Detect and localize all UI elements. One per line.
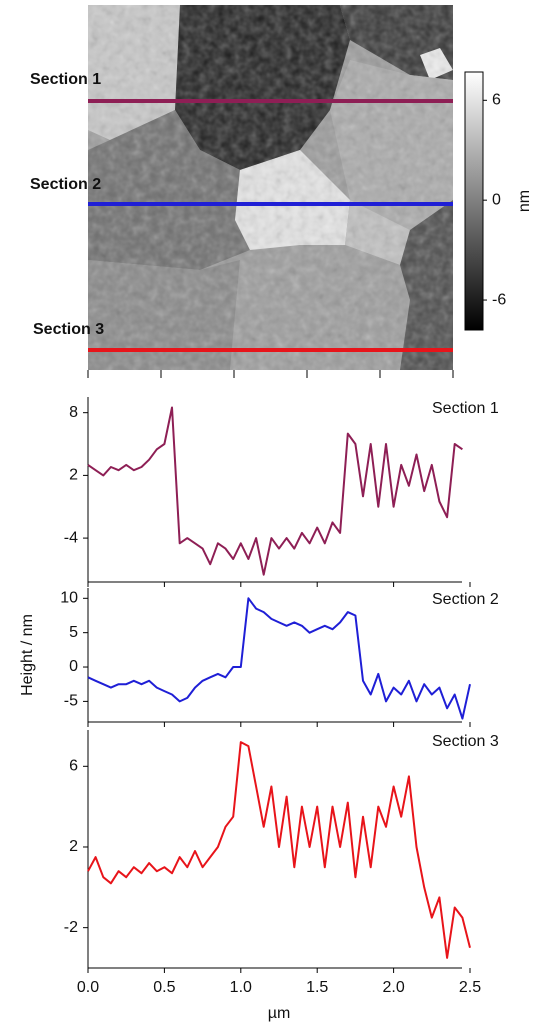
panel-title: Section 3 [432, 733, 499, 750]
section-label: Section 1 [30, 71, 101, 88]
line [87, 406, 463, 576]
colorbar-tick-label: 0 [492, 191, 501, 208]
x-tick-label: 2.0 [382, 979, 404, 996]
x-tick-label: 0.5 [153, 979, 175, 996]
section-label: Section 3 [33, 321, 104, 338]
y-tick-label: 8 [69, 404, 78, 421]
y-tick-label: 5 [69, 624, 78, 641]
x-tick-label: 1.5 [306, 979, 328, 996]
colorbar [464, 71, 484, 331]
x-axis-label: µm [268, 1005, 291, 1022]
colorbar-tick-label: 6 [492, 92, 501, 109]
y-tick-label: 6 [69, 758, 78, 775]
y-tick-label: -2 [64, 919, 78, 936]
y-tick-label: -5 [64, 693, 78, 710]
y-tick-label: 0 [69, 658, 78, 675]
y-axis-label: Height / nm [19, 614, 36, 696]
colorbar-tick-label: -6 [492, 291, 506, 308]
x-tick-label: 1.0 [230, 979, 252, 996]
section-label: Section 2 [30, 176, 101, 193]
line [87, 597, 471, 720]
afm-image [88, 5, 453, 370]
y-tick-label: 10 [60, 590, 78, 607]
panel-title: Section 1 [432, 400, 499, 417]
y-tick-label: 2 [69, 467, 78, 484]
y-tick-label: 2 [69, 838, 78, 855]
y-tick-label: -4 [64, 529, 78, 546]
panel-title: Section 2 [432, 591, 499, 608]
line [87, 741, 471, 959]
x-tick-label: 0.0 [77, 979, 99, 996]
colorbar-label: nm [516, 190, 533, 212]
x-tick-label: 2.5 [459, 979, 481, 996]
